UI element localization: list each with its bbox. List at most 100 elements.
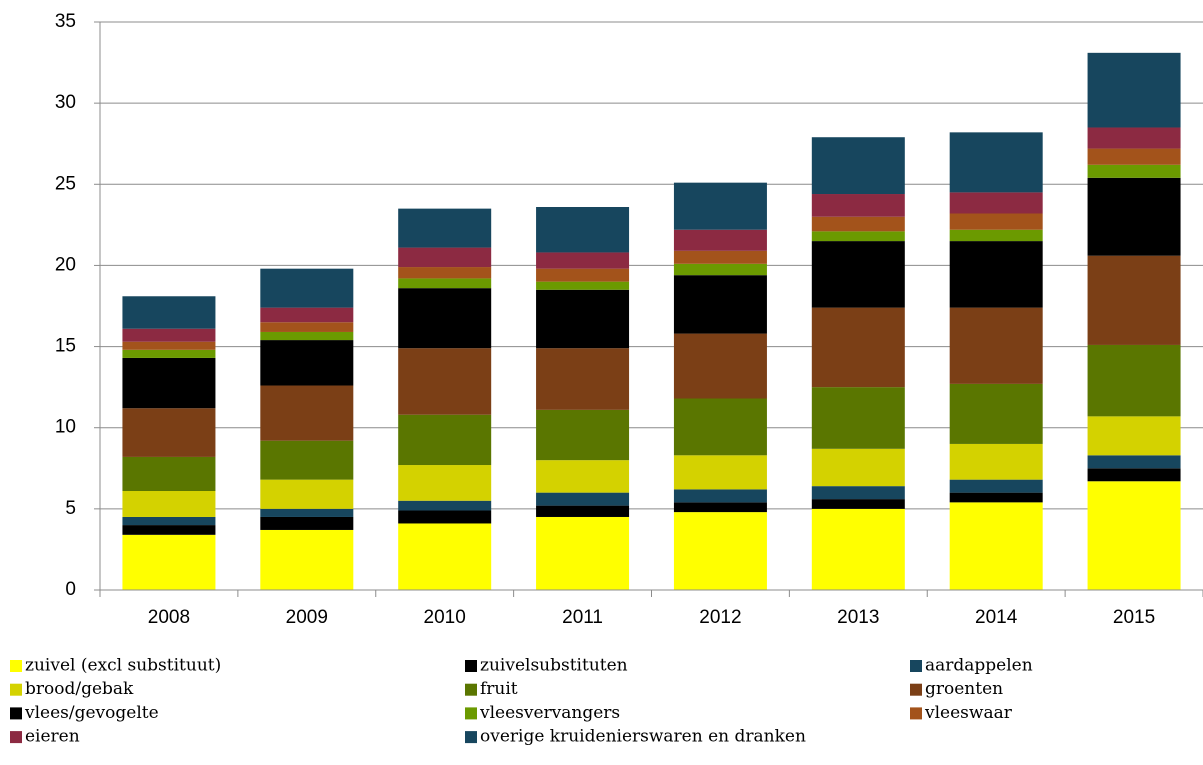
legend-swatch xyxy=(910,660,922,672)
bar-segment xyxy=(949,229,1043,242)
bar-segment xyxy=(673,182,767,230)
bar-segment xyxy=(811,241,905,308)
bar-segment xyxy=(122,341,216,350)
bar-segment xyxy=(536,252,630,269)
bar-segment xyxy=(673,398,767,456)
bar-segment xyxy=(122,534,216,590)
legend-label: zuivel (excl substituut) xyxy=(25,656,221,676)
bar-segment xyxy=(122,516,216,526)
plot: 0 5 10 15 20 25 30 35 2008 2009 2010 2011 2012 2013 20… xyxy=(55,11,1203,628)
y-tick-label: 5 xyxy=(65,498,76,519)
bar-segment xyxy=(673,489,767,503)
y-tick-label: 0 xyxy=(65,579,76,600)
bar-segment xyxy=(260,385,354,441)
legend-label: groenten xyxy=(925,679,1003,699)
bar-segment xyxy=(673,512,767,590)
legend-label: vlees/gevogelte xyxy=(24,703,159,723)
x-tick-label: 2010 xyxy=(424,607,466,628)
bar-segment xyxy=(122,525,216,535)
bar-segment xyxy=(673,333,767,399)
x-tick-label: 2013 xyxy=(837,607,879,628)
legend-label: vleeswaar xyxy=(924,703,1013,723)
bar-segment xyxy=(1087,127,1181,149)
bar-segment xyxy=(398,465,492,501)
bar-segment xyxy=(811,508,905,590)
bar-segment xyxy=(673,263,767,276)
bar-segment xyxy=(398,510,492,524)
bar-segment xyxy=(536,281,630,290)
x-tick-label: 2014 xyxy=(975,607,1018,628)
bar-segment xyxy=(260,307,354,323)
y-tick-label: 30 xyxy=(55,92,76,113)
legend-swatch xyxy=(10,731,22,744)
legend-swatch xyxy=(10,660,22,672)
bar-segment xyxy=(1087,52,1181,128)
bar-segment xyxy=(122,328,216,342)
bar-segment xyxy=(811,231,905,242)
bar-segment xyxy=(122,357,216,409)
bar-segment xyxy=(260,268,354,308)
bar-segment xyxy=(811,194,905,217)
bar-segment xyxy=(1087,344,1181,417)
bar-segment xyxy=(398,414,492,466)
bar-segment xyxy=(949,213,1043,230)
bar-segment xyxy=(398,267,492,279)
bar-segment xyxy=(122,456,216,492)
legend-swatch xyxy=(465,731,477,744)
legend-swatch xyxy=(465,660,477,672)
bar-segment xyxy=(398,247,492,268)
bar-segment xyxy=(673,229,767,251)
bar-segment xyxy=(536,460,630,493)
bar-segment xyxy=(1087,164,1181,178)
bar-segment xyxy=(949,307,1043,384)
bar-segment xyxy=(1087,177,1181,256)
legend-swatch xyxy=(910,707,922,720)
x-tick-label: 2012 xyxy=(699,607,741,628)
bar-segment xyxy=(949,241,1043,308)
legend-label: eieren xyxy=(25,727,80,747)
bar-segment xyxy=(1087,416,1181,456)
bar-segment xyxy=(398,208,492,248)
bar-segment xyxy=(673,502,767,513)
x-tick-label: 2015 xyxy=(1113,607,1155,628)
bar-segment xyxy=(398,288,492,349)
bar-segment xyxy=(260,516,354,530)
legend-swatch xyxy=(910,683,922,696)
bar-segment xyxy=(536,505,630,517)
bar-segment xyxy=(811,486,905,500)
bar-segment xyxy=(122,349,216,358)
bar-segment xyxy=(536,207,630,253)
legend-label: fruit xyxy=(480,679,518,699)
legend-label: aardappelen xyxy=(925,656,1033,676)
x-tick-label: 2008 xyxy=(148,607,190,628)
legend-label: brood/gebak xyxy=(25,679,134,699)
bar-segment xyxy=(949,132,1043,193)
y-tick-label: 15 xyxy=(55,336,76,357)
bar-segment xyxy=(260,479,354,509)
bar-segment xyxy=(1087,468,1181,482)
legend-label: overige kruidenierswaren en dranken xyxy=(480,727,806,747)
y-tick-label: 20 xyxy=(55,254,76,275)
bar-segment xyxy=(260,508,354,517)
legend: zuivel (excl substituut) zuivelsubstitute… xyxy=(10,656,1033,747)
bar-segment xyxy=(260,440,354,480)
bar-segment xyxy=(673,275,767,334)
bar-segment xyxy=(122,408,216,457)
bar-segment xyxy=(1087,148,1181,165)
bar-segment xyxy=(811,387,905,449)
y-tick-label: 35 xyxy=(55,11,76,32)
y-tick-label: 25 xyxy=(55,173,76,194)
bar-segment xyxy=(260,340,354,386)
bar-segment xyxy=(811,216,905,232)
bar-segment xyxy=(536,492,630,506)
legend-swatch xyxy=(10,683,22,696)
bar-segment xyxy=(1087,481,1181,590)
bar-segment xyxy=(949,192,1043,214)
bar-segment xyxy=(398,523,492,590)
bar-segment xyxy=(260,322,354,332)
bar-segment xyxy=(260,331,354,341)
legend-swatch xyxy=(10,707,22,720)
bar-segment xyxy=(536,289,630,349)
bar-segment xyxy=(1087,255,1181,345)
